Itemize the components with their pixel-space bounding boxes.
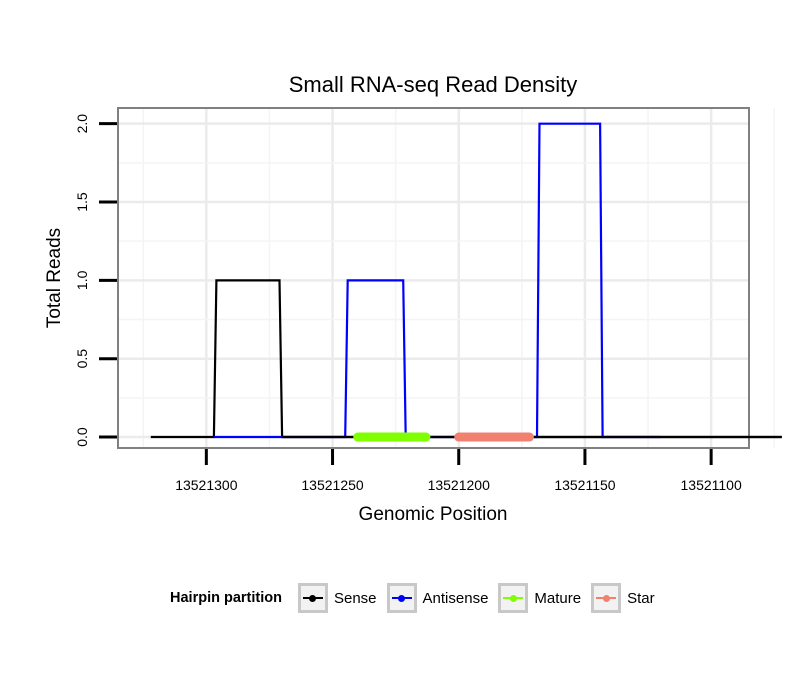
plot-panel-border bbox=[117, 107, 750, 449]
legend-label-antisense: Antisense bbox=[422, 589, 489, 607]
x-tick-label: 13521200 bbox=[428, 477, 491, 493]
legend-item-sense: Sense bbox=[297, 583, 379, 613]
x-tick-label: 13521150 bbox=[554, 477, 615, 493]
legend-key-dot-sense bbox=[309, 594, 317, 602]
legend-label-star: Star bbox=[627, 589, 655, 607]
x-axis-title: Genomic Position bbox=[359, 504, 508, 525]
legend-key-star bbox=[591, 583, 622, 613]
legend-item-star: Star bbox=[591, 583, 657, 613]
y-tick-label: 0.5 bbox=[74, 349, 90, 369]
y-tick-label: 2.0 bbox=[74, 114, 90, 134]
legend-title: Hairpin partition bbox=[170, 590, 282, 606]
grid-lines bbox=[118, 108, 775, 448]
axes: 13521300 13521250 13521200 13521150 13521100… bbox=[74, 114, 742, 493]
legend-key-sense bbox=[297, 583, 328, 613]
legend: Hairpin partition Sense Antisense Mature… bbox=[170, 578, 665, 618]
chart-title: Small RNA-seq Read Density bbox=[289, 72, 578, 97]
y-tick-label: 1.0 bbox=[74, 270, 90, 290]
x-tick-label: 13521250 bbox=[301, 477, 364, 493]
x-tick-label: 13521300 bbox=[175, 477, 238, 493]
legend-key-mature bbox=[498, 583, 529, 613]
legend-key-dot-antisense bbox=[398, 594, 406, 602]
y-tick-label: 1.5 bbox=[74, 192, 90, 212]
legend-key-dot-mature bbox=[509, 594, 517, 602]
legend-item-antisense: Antisense bbox=[386, 583, 491, 613]
legend-label-mature: Mature bbox=[534, 589, 582, 607]
legend-item-mature: Mature bbox=[498, 583, 583, 613]
y-tick-label: 0.0 bbox=[74, 427, 90, 447]
series-lines bbox=[150, 122, 782, 442]
legend-label-sense: Sense bbox=[333, 589, 377, 607]
x-tick-label: 13521100 bbox=[681, 477, 742, 493]
y-axis-title: Total Reads bbox=[44, 228, 65, 328]
legend-key-dot-star bbox=[602, 594, 610, 602]
legend-key-antisense bbox=[386, 583, 417, 613]
